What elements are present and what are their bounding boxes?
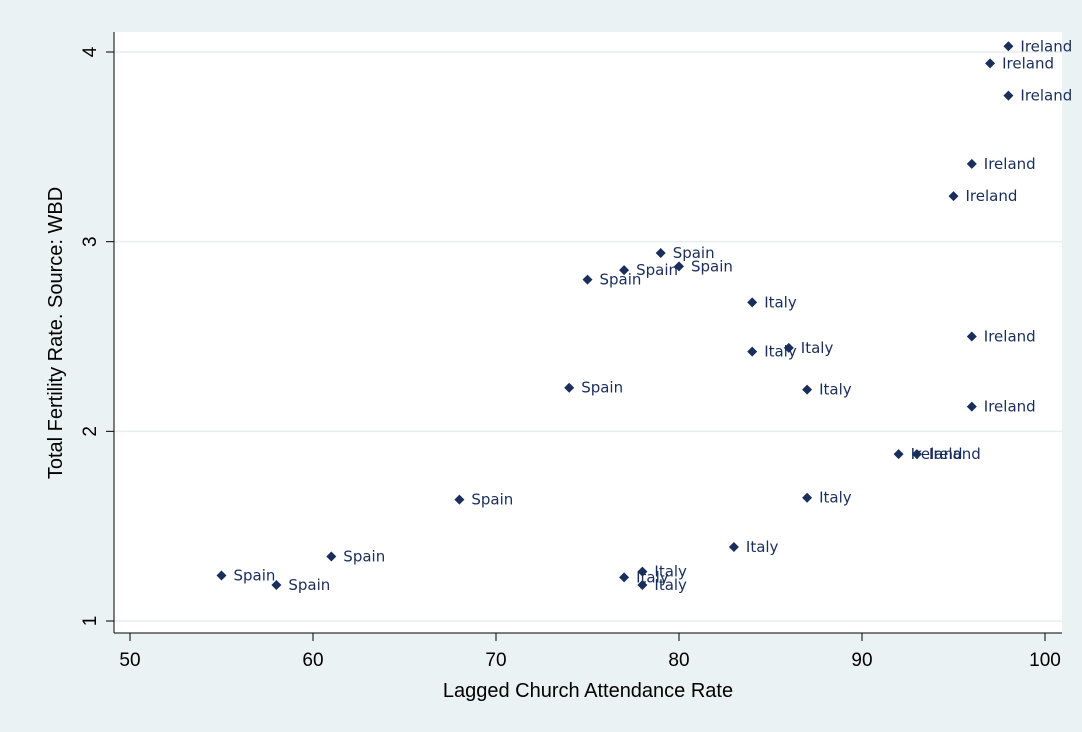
- data-point-label: Italy: [764, 343, 797, 361]
- data-point-marker: [783, 342, 794, 353]
- data-point-marker: [619, 265, 630, 276]
- x-tick-label: 60: [302, 650, 323, 671]
- data-point-label: Italy: [801, 339, 834, 357]
- data-point-marker: [271, 579, 282, 590]
- data-point-marker: [564, 382, 575, 393]
- data-point-label: Italy: [746, 538, 779, 556]
- data-point: Italy: [637, 576, 687, 594]
- data-point-label: Spain: [234, 566, 276, 584]
- data-point-marker: [582, 274, 593, 285]
- data-point: Spain: [271, 576, 330, 594]
- data-point-label: Ireland: [984, 398, 1036, 416]
- data-point: Spain: [582, 271, 642, 289]
- x-tick-label: 50: [119, 650, 140, 671]
- data-point-label: Ireland: [911, 445, 963, 463]
- x-tick-label: 90: [851, 650, 872, 671]
- data-point-label: Spain: [636, 261, 678, 279]
- data-point-marker: [1003, 90, 1014, 101]
- data-point-marker: [326, 551, 337, 562]
- data-point: Spain: [564, 379, 623, 397]
- data-point-marker: [454, 494, 465, 505]
- data-point-marker: [747, 297, 758, 308]
- data-point: Ireland: [985, 54, 1054, 72]
- data-point: Ireland: [966, 155, 1036, 173]
- y-tick-label: 3: [80, 236, 101, 247]
- x-tick-label: 100: [1029, 650, 1061, 671]
- data-point-label: Italy: [819, 381, 852, 399]
- data-point: Spain: [619, 261, 678, 279]
- data-point: Ireland: [911, 445, 981, 463]
- y-tick-label: 4: [80, 46, 101, 57]
- data-point: Spain: [216, 566, 276, 584]
- data-point-label: Italy: [654, 563, 687, 581]
- data-point: Ireland: [1003, 87, 1072, 105]
- data-point-marker: [655, 248, 666, 259]
- data-point-label: Spain: [581, 379, 623, 397]
- data-point: Ireland: [966, 398, 1036, 416]
- data-point-label: Spain: [288, 576, 330, 594]
- y-tick-label: 1: [80, 616, 101, 627]
- data-point: Italy: [637, 563, 687, 581]
- y-ticks: 1 2 3 4: [80, 46, 114, 626]
- data-point-marker: [747, 346, 758, 357]
- data-point: Spain: [674, 257, 733, 275]
- data-point-marker: [637, 579, 648, 590]
- data-point-marker: [966, 401, 977, 412]
- data-point-marker: [1003, 41, 1014, 52]
- data-point: Italy: [802, 381, 852, 399]
- data-point: Spain: [655, 244, 715, 262]
- data-point: Italy: [728, 538, 779, 556]
- data-point-marker: [911, 449, 922, 460]
- data-point-label: Spain: [600, 271, 642, 289]
- data-point-marker: [893, 449, 904, 460]
- data-point-marker: [948, 191, 959, 202]
- y-axis-title: Total Fertility Rate. Source: WBD: [45, 187, 67, 479]
- plot-area: [114, 32, 1062, 633]
- data-point: Italy: [802, 489, 852, 507]
- data-point-marker: [966, 158, 977, 169]
- x-tick-label: 80: [668, 650, 689, 671]
- data-point-marker: [802, 492, 813, 503]
- data-point: Ireland: [893, 445, 963, 463]
- data-point: Ireland: [966, 328, 1036, 346]
- data-point-label: Spain: [471, 491, 513, 509]
- data-point-label: Italy: [654, 576, 687, 594]
- axes: [113, 32, 1062, 634]
- data-point-label: Ireland: [1002, 54, 1054, 72]
- x-axis-title: Lagged Church Attendance Rate: [443, 680, 733, 702]
- data-point-marker: [802, 384, 813, 395]
- data-point-marker: [728, 542, 739, 553]
- data-point: Italy: [747, 293, 797, 311]
- data-point-label: Ireland: [1020, 87, 1072, 105]
- data-point-label: Italy: [764, 293, 797, 311]
- data-point-label: Ireland: [1020, 37, 1072, 55]
- data-point-label: Italy: [819, 489, 852, 507]
- data-point: Spain: [326, 548, 385, 566]
- data-point-label: Ireland: [966, 187, 1018, 205]
- grid-lines: [114, 51, 1062, 622]
- data-point: Ireland: [1003, 37, 1072, 55]
- data-point: Ireland: [948, 187, 1018, 205]
- data-point-label: Spain: [673, 244, 715, 262]
- data-point-label: Spain: [691, 257, 733, 275]
- data-point-marker: [619, 572, 630, 583]
- data-points: IrelandIrelandIrelandIrelandIrelandIrela…: [216, 37, 1072, 594]
- data-point-label: Ireland: [929, 445, 981, 463]
- data-point-marker: [216, 570, 227, 581]
- x-tick-label: 70: [485, 650, 506, 671]
- data-point-label: Ireland: [984, 155, 1036, 173]
- data-point-label: Spain: [343, 548, 385, 566]
- data-point-marker: [674, 261, 684, 272]
- data-point: Italy: [783, 339, 834, 357]
- data-point-marker: [985, 58, 996, 69]
- y-tick-label: 2: [80, 426, 101, 437]
- data-point-marker: [637, 566, 648, 577]
- data-point-label: Ireland: [984, 328, 1036, 346]
- x-ticks: 50 60 70 80 90 100: [119, 633, 1061, 671]
- data-point-marker: [966, 331, 977, 342]
- data-point: Spain: [454, 491, 513, 509]
